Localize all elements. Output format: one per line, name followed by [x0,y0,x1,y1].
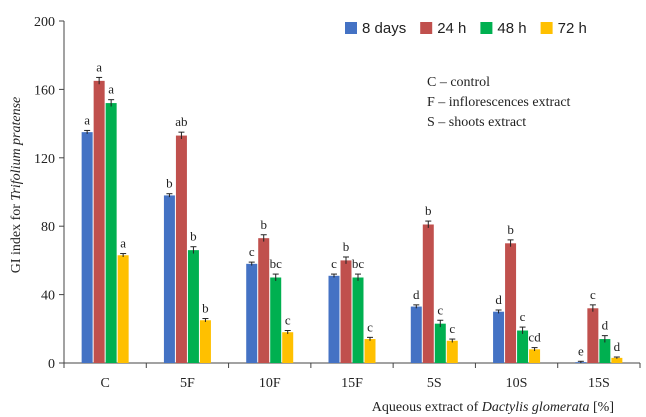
legend-label: 48 h [497,20,526,37]
significance-letter: b [507,222,514,237]
x-tick-label: 15S [588,376,610,391]
bar [270,277,282,363]
significance-letter: c [331,256,337,271]
legend-label: 72 h [558,20,587,37]
significance-letter: b [190,229,197,244]
significance-letter: ab [175,114,187,129]
bar [105,103,117,363]
bar [328,275,340,363]
y-tick-label: 200 [34,15,55,30]
significance-letter: c [285,313,291,328]
bar [282,332,294,363]
bar [364,339,376,363]
bar [246,263,258,363]
legend-note: C – control [427,75,490,90]
bars [81,76,623,363]
significance-letter: d [602,318,609,333]
x-axis-title-italic: Dactylis glomerata [481,400,590,415]
legend-swatch [420,22,433,34]
significance-letter: d [495,292,502,307]
legend-note: F – inflorescences extract [427,95,571,110]
bar [422,224,434,363]
x-axis-title: Aqueous extract of Dactylis glomerata [%… [372,400,614,415]
bar [529,349,541,363]
bar [81,132,93,363]
significance-letter: c [367,319,373,334]
significance-letter: a [84,112,90,127]
significance-letter: b [166,176,173,191]
x-tick-label: C [100,376,109,391]
legend-swatch [345,22,357,34]
bar [117,255,129,363]
legend-note: S – shoots extract [427,115,526,130]
y-axis-title-italic: Trifolium pratense [9,97,24,201]
significance-letter: d [413,287,420,302]
x-tick-label: 15F [341,376,363,391]
bar [93,80,105,363]
significance-letter: a [96,59,102,74]
significance-letter: bc [352,256,365,271]
significance-letter: b [202,301,209,316]
bar [258,238,270,363]
y-axis-title-prefix: GI index for [9,201,24,274]
significance-letter: bc [270,256,283,271]
bar [163,195,175,363]
bar [587,308,599,363]
significance-letter: c [520,309,526,324]
legend-swatch [480,22,493,34]
bar [175,135,187,363]
bar [410,306,422,363]
bar [352,277,364,363]
x-axis-title-suffix: [%] [590,400,615,415]
x-axis-title-prefix: Aqueous extract of [372,400,482,415]
significance-letter: b [260,217,267,232]
bar [599,339,611,363]
bar [505,243,517,363]
significance-letter: b [425,203,432,218]
y-axis: 0 40 80 120 160 200 [34,15,65,372]
bar [199,320,211,363]
bar [517,330,529,363]
legend-label: 24 h [437,20,466,37]
y-tick-label: 40 [41,289,55,304]
significance-letter: c [249,244,255,259]
legend-swatch [540,22,553,34]
significance-letter: c [590,287,596,302]
y-tick-label: 120 [34,152,55,167]
y-tick-label: 160 [34,83,55,98]
notes: C – control F – inflorescences extract S –… [427,75,571,130]
bar [446,340,458,363]
legend-label: 8 days [362,20,406,37]
legend: 8 days 24 h 48 h 72 h [345,20,587,37]
y-axis-title: GI index for Trifolium pratense [9,97,24,274]
x-tick-label: 5S [427,376,442,391]
significance-letter: d [614,339,621,354]
significance-letter: e [578,343,584,358]
x-axis: C 5F 10F 15F 5S 10S 15S [63,362,641,391]
significance-letter: cd [528,330,541,345]
significance-letter: c [449,321,455,336]
bar [493,311,505,363]
x-tick-label: 5F [180,376,195,391]
significance-letter: c [437,302,443,317]
bar [340,260,352,363]
x-tick-label: 10F [259,376,281,391]
bar [611,357,623,363]
bar [187,250,199,363]
significance-letter: a [120,236,126,251]
x-tick-label: 10S [506,376,528,391]
significance-letter: b [343,239,350,254]
significance-letter: a [108,82,114,97]
y-tick-label: 80 [41,220,55,235]
bar [434,323,446,363]
y-tick-label: 0 [48,357,55,372]
